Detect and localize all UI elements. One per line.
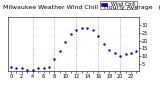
Point [135,51,138,52]
Point [80,27,83,29]
Point [108,49,110,50]
Point [86,27,88,29]
Text: Milwaukee Weather Wind Chill   Hourly Average   (24 Hours): Milwaukee Weather Wind Chill Hourly Aver… [3,5,160,10]
Point [31,69,34,70]
Point [113,52,116,54]
Point [53,58,56,60]
Point [9,66,12,67]
Point [37,68,39,69]
Point [42,68,45,69]
Point [59,51,61,52]
Point [130,52,132,54]
Point [48,66,50,67]
Point [97,35,100,37]
Point [64,41,67,43]
Point [119,55,121,57]
Point [20,68,23,69]
Point [124,54,127,55]
Point [15,68,17,69]
Point [70,34,72,35]
Point [102,43,105,44]
Point [75,29,78,30]
Point [26,69,28,70]
Point [92,29,94,30]
Legend: Wind Chill: Wind Chill [100,1,137,9]
